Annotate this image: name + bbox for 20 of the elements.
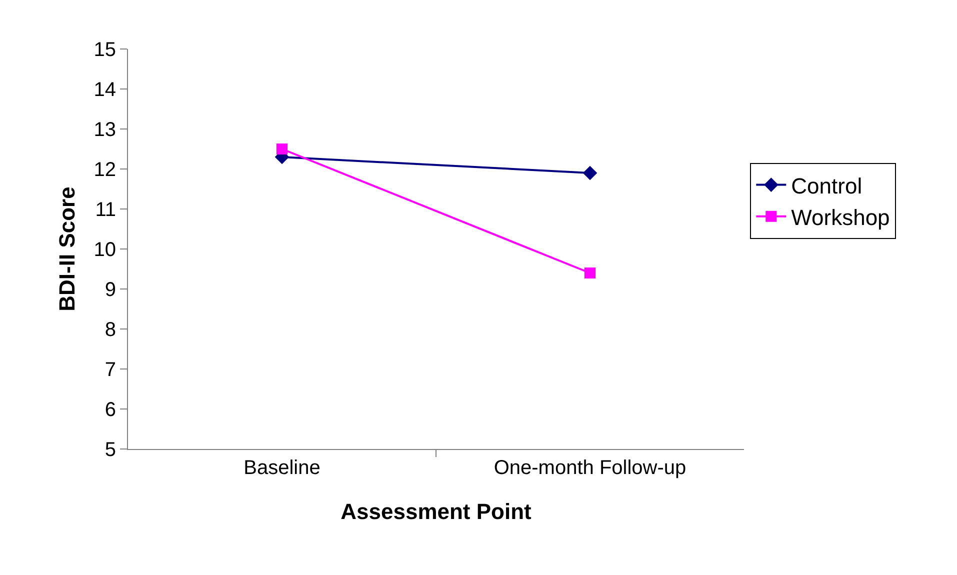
y-tick-label: 12 <box>94 159 116 181</box>
point <box>584 268 596 278</box>
x-axis-title: Assessment Point <box>340 498 532 524</box>
y-tick-label: 9 <box>104 279 116 301</box>
y-tick-label: 14 <box>94 79 116 101</box>
x-tick-label: One-month Follow-up <box>494 457 686 479</box>
y-tick-label: 6 <box>104 399 116 421</box>
y-tick-label: 11 <box>95 199 116 221</box>
y-tick-label: 8 <box>104 319 116 341</box>
y-tick-label: 5 <box>104 439 116 461</box>
legend-label: Control <box>791 173 862 198</box>
y-tick-label: 10 <box>94 239 116 261</box>
y-tick-label: 7 <box>104 359 116 381</box>
legend-label: Workshop <box>791 204 890 230</box>
y-tick-label: 13 <box>94 119 116 141</box>
point <box>582 166 598 180</box>
y-tick-label: 15 <box>94 39 116 61</box>
point <box>276 144 288 154</box>
y-axis-title: BDI-II Score <box>54 186 80 312</box>
x-tick-label: Baseline <box>244 457 320 479</box>
